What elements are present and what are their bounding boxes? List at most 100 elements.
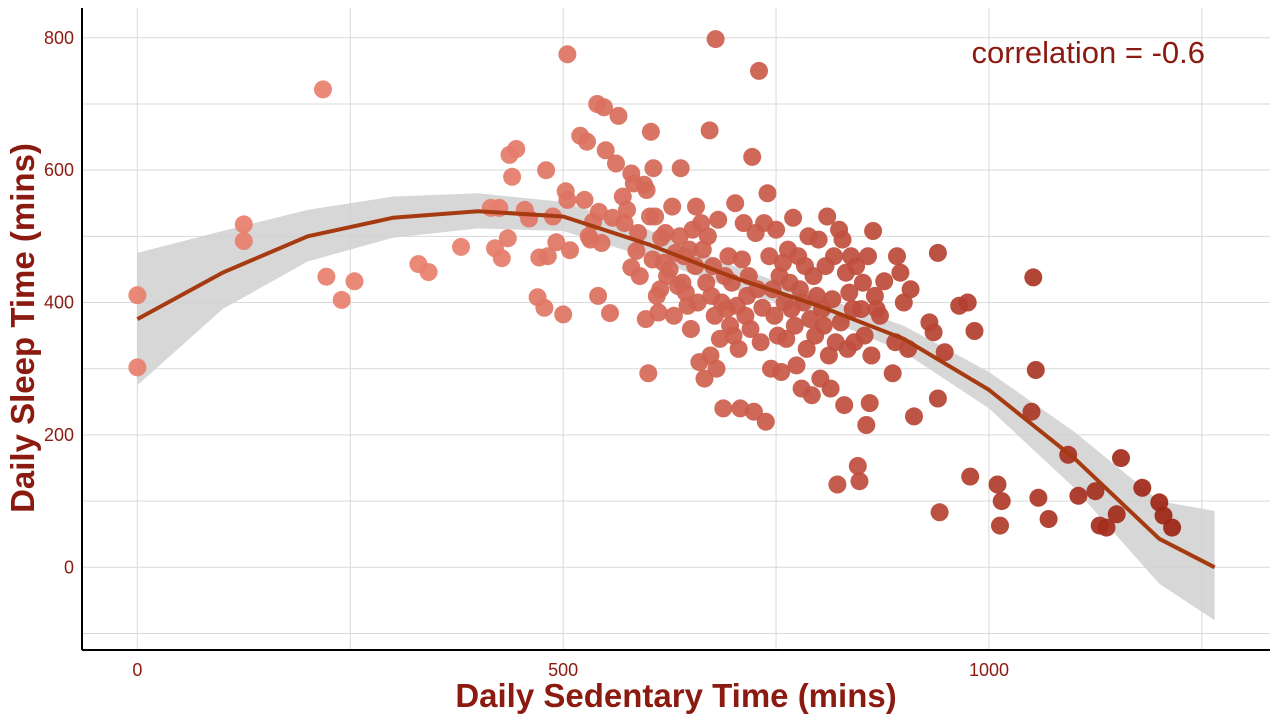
data-point [554, 305, 573, 324]
data-point [1112, 449, 1130, 468]
data-point [1022, 402, 1041, 421]
data-point [853, 273, 872, 292]
data-point [758, 184, 777, 203]
data-point [664, 306, 683, 325]
data-point [1029, 488, 1048, 507]
data-point [785, 316, 804, 335]
data-point [595, 98, 613, 117]
data-point [729, 339, 748, 358]
data-point [644, 159, 663, 178]
data-point [709, 210, 728, 229]
data-point [575, 190, 594, 209]
data-point [719, 247, 738, 266]
data-point [901, 280, 920, 299]
data-point [663, 197, 682, 216]
data-point [823, 290, 842, 309]
data-point [503, 167, 522, 186]
data-point [1069, 486, 1088, 505]
correlation-annotation: correlation = -0.6 [972, 35, 1205, 70]
data-point [888, 247, 906, 266]
data-point [649, 303, 668, 322]
data-point [535, 298, 554, 317]
data-point [707, 359, 726, 378]
data-point [1024, 268, 1043, 287]
data-point [958, 293, 977, 312]
data-point [234, 232, 253, 250]
data-point [618, 200, 636, 219]
data-point [681, 320, 700, 338]
data-point [819, 346, 838, 365]
data-point [862, 346, 881, 365]
data-point [639, 364, 658, 383]
data-point [875, 272, 894, 291]
data-point [840, 283, 859, 302]
data-point [695, 369, 714, 388]
data-point [627, 241, 646, 260]
data-point [765, 306, 784, 325]
data-point [924, 323, 943, 342]
data-point [787, 356, 806, 375]
data-point [883, 364, 902, 383]
data-point [492, 249, 511, 268]
data-point [835, 396, 854, 415]
data-point [651, 280, 670, 299]
data-point [825, 247, 843, 266]
data-point [850, 472, 869, 491]
data-point [452, 237, 470, 256]
data-point [852, 300, 871, 319]
y-tick-label: 0 [64, 557, 74, 577]
data-point [498, 229, 517, 248]
data-point [656, 224, 675, 242]
y-axis-title: Daily Sleep Time (mins) [4, 143, 41, 513]
data-point [558, 190, 577, 209]
data-point [821, 379, 840, 398]
data-point [637, 181, 656, 199]
data-point [609, 106, 628, 125]
data-point [1107, 505, 1126, 524]
data-point [928, 243, 947, 262]
tick-labels: 0 500 1000 0 200 400 600 800 [44, 28, 1009, 680]
data-point [641, 122, 660, 141]
data-point [828, 475, 847, 494]
data-point [676, 283, 695, 302]
data-point [726, 194, 745, 213]
data-point [859, 247, 877, 266]
data-point [855, 326, 874, 345]
data-point [507, 140, 526, 158]
data-point [128, 358, 147, 377]
data-point [1086, 482, 1105, 501]
x-axis-title: Daily Sedentary Time (mins) [455, 677, 896, 714]
data-point [419, 263, 438, 282]
data-point [988, 475, 1007, 494]
data-point [234, 215, 253, 234]
data-point [1026, 361, 1045, 379]
data-point [1039, 510, 1058, 528]
data-point [592, 234, 611, 252]
data-point [965, 322, 984, 340]
data-point [714, 399, 733, 418]
x-tick-label: 1000 [969, 660, 1009, 680]
data-point [784, 208, 803, 227]
data-point [804, 267, 823, 286]
y-tick-label: 800 [44, 28, 74, 48]
data-point [860, 394, 879, 413]
data-point [646, 207, 665, 226]
data-point [744, 402, 763, 421]
data-point [809, 230, 828, 249]
data-point [797, 339, 816, 358]
data-point [314, 80, 332, 99]
data-point [680, 240, 699, 259]
data-point [558, 45, 577, 64]
data-point [332, 290, 351, 309]
data-point [801, 310, 820, 329]
data-point [802, 386, 821, 405]
data-point [751, 333, 770, 352]
data-point [596, 141, 615, 160]
data-point [767, 220, 786, 239]
data-point [865, 286, 884, 305]
data-point [1163, 518, 1182, 537]
data-point [857, 416, 876, 434]
data-point [1133, 478, 1152, 497]
data-point [589, 286, 608, 305]
